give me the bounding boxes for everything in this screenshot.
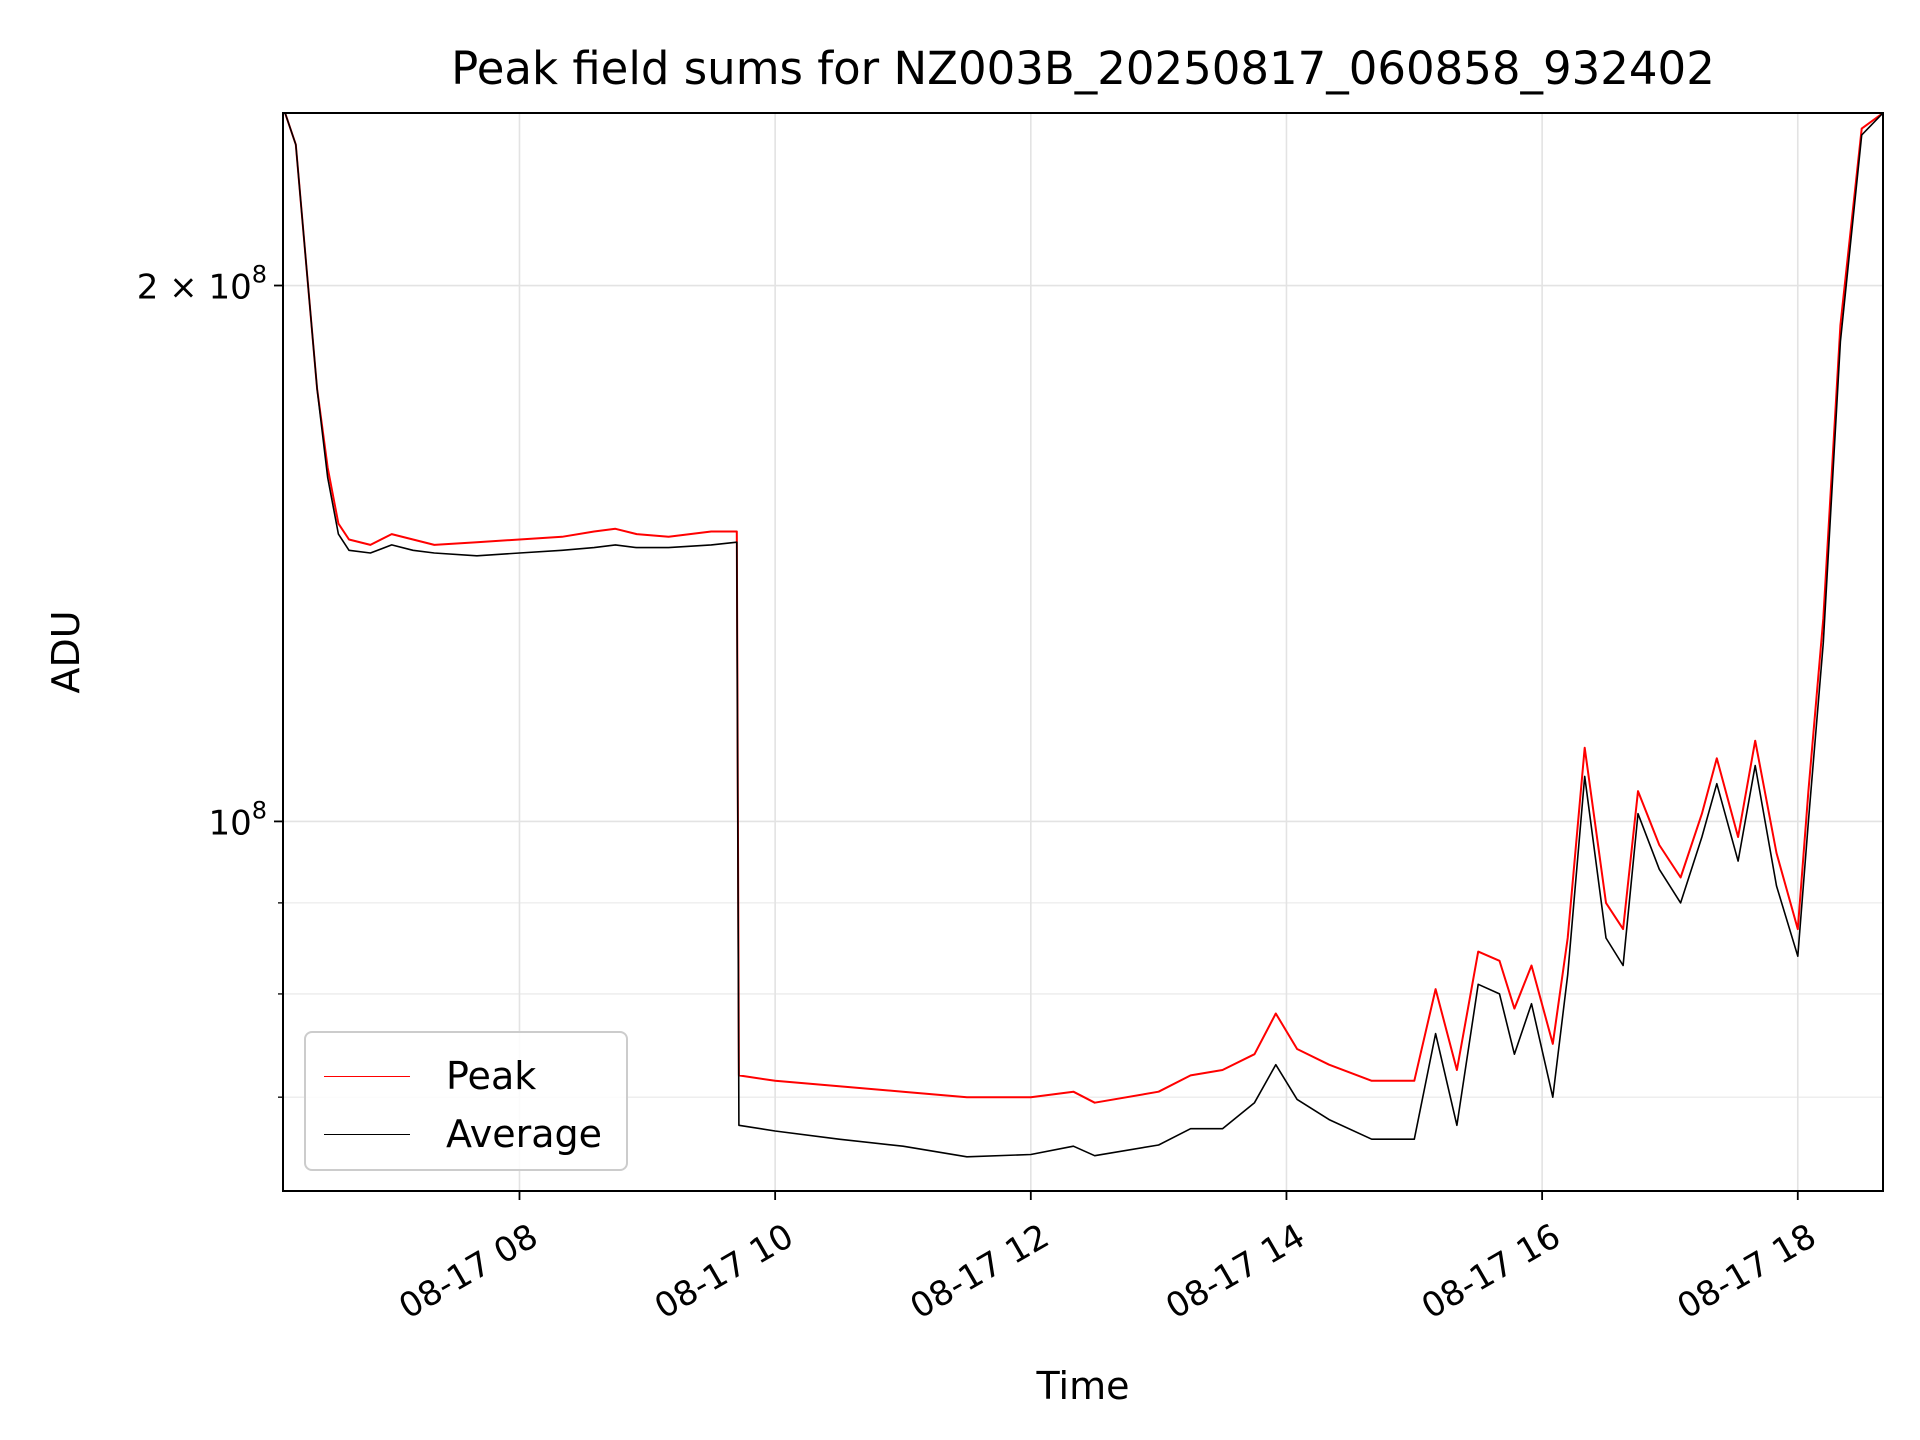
series-line-peak <box>284 112 1884 1104</box>
grid-layer <box>283 113 1883 1191</box>
x-tick-label: 08-17 14 <box>1159 1216 1311 1327</box>
x-tick-label: 08-17 16 <box>1415 1216 1567 1327</box>
legend-item-average: Average <box>324 1109 602 1159</box>
x-tick-label: 08-17 12 <box>904 1216 1056 1327</box>
plot-frame <box>282 112 1884 1192</box>
legend-swatch-average <box>324 1133 410 1135</box>
y-tick-label: 108 <box>208 796 267 843</box>
legend-label-average: Average <box>446 1112 603 1156</box>
x-tick-label: 08-17 08 <box>392 1216 544 1327</box>
legend-swatch-peak <box>324 1075 410 1077</box>
series-layer <box>284 112 1884 1158</box>
legend: Peak Average <box>304 1031 628 1171</box>
chart-title: Peak field sums for NZ003B_20250817_0608… <box>451 42 1715 95</box>
legend-label-peak: Peak <box>446 1054 537 1098</box>
x-axis-label: Time <box>1036 1364 1130 1408</box>
y-tick-label: 2 × 108 <box>137 261 267 308</box>
x-tick-label: 08-17 18 <box>1671 1216 1823 1327</box>
series-line-average <box>284 112 1884 1158</box>
x-tick-label: 08-17 10 <box>648 1216 800 1327</box>
legend-item-peak: Peak <box>324 1051 536 1101</box>
